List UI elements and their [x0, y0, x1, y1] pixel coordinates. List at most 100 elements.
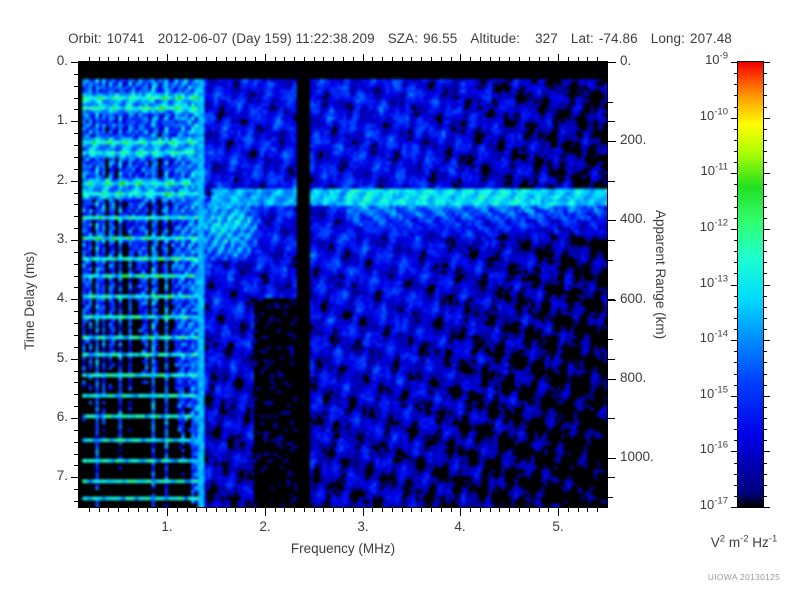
x-tick-minor — [519, 507, 520, 512]
colorbar — [737, 61, 764, 508]
colorbar-tick-minor — [734, 318, 738, 319]
colorbar-tick-minor — [734, 162, 738, 163]
colorbar-tick-minor — [734, 374, 738, 375]
x-tick-minor-top — [245, 57, 246, 62]
x-tick-minor-top — [353, 57, 354, 62]
colorbar-tick-minor — [763, 407, 767, 408]
sza-value: 96.55 — [423, 31, 458, 46]
x-tick-minor — [411, 507, 412, 512]
colorbar-tick-minor — [734, 440, 738, 441]
colorbar-tick-major — [763, 285, 770, 286]
y-tick-major-inner-right — [607, 240, 615, 241]
x-tick-major — [460, 507, 461, 516]
y2-axis-tick-label: 1000. — [620, 449, 654, 464]
long-value: 207.48 — [690, 31, 732, 46]
x-tick-minor-top — [411, 57, 412, 62]
y2-tick-minor — [607, 260, 613, 261]
y-tick-major — [71, 359, 79, 360]
x-tick-minor-top — [529, 57, 530, 62]
y-axis-tick-label: 2. — [56, 172, 68, 187]
x-tick-minor — [499, 507, 500, 512]
y-tick-minor — [74, 311, 79, 312]
x-tick-minor — [147, 507, 148, 512]
y-tick-minor — [74, 382, 79, 383]
x-tick-minor-top — [539, 57, 540, 62]
altitude-value: 327 — [535, 31, 558, 46]
colorbar-tick-label: 10-11 — [700, 161, 729, 178]
x-tick-minor — [343, 507, 344, 512]
colorbar-tick-label: 10-10 — [699, 106, 728, 123]
x-tick-minor-top — [402, 57, 403, 62]
x-tick-minor-top — [568, 57, 569, 62]
x-tick-major-top — [558, 54, 559, 62]
x-tick-minor — [275, 507, 276, 512]
colorbar-tick-major — [763, 173, 770, 174]
x-tick-minor-top — [499, 57, 500, 62]
x-axis-tick-label: 4. — [454, 519, 466, 534]
x-tick-minor — [392, 507, 393, 512]
colorbar-tick-minor — [734, 418, 738, 419]
x-tick-minor — [206, 507, 207, 512]
y2-axis-title: Apparent Range (km) — [653, 210, 668, 340]
x-tick-minor — [138, 507, 139, 512]
colorbar-tick-minor — [763, 240, 767, 241]
x-tick-minor — [255, 507, 256, 512]
colorbar-tick-minor — [763, 474, 767, 475]
y-tick-minor — [74, 276, 79, 277]
y-tick-major — [71, 477, 79, 478]
y-tick-minor — [74, 74, 79, 75]
colorbar-tick-minor — [763, 273, 767, 274]
x-tick-minor-top — [421, 57, 422, 62]
colorbar-tick-minor — [734, 307, 738, 308]
colorbar-tick-minor — [734, 385, 738, 386]
y2-axis-tick-label: 200. — [620, 132, 647, 147]
colorbar-tick-minor — [763, 374, 767, 375]
x-tick-minor-top — [187, 57, 188, 62]
colorbar-tick-label: 10-17 — [699, 495, 728, 512]
y-tick-minor — [74, 347, 79, 348]
x-tick-minor-top — [226, 57, 227, 62]
x-tick-minor — [196, 507, 197, 512]
colorbar-tick-minor — [763, 429, 767, 430]
y2-tick-minor — [607, 497, 613, 498]
colorbar-tick-major — [731, 451, 738, 452]
y-tick-minor — [74, 252, 79, 253]
x-tick-minor-top — [99, 57, 100, 62]
x-tick-major-top — [265, 54, 266, 62]
y2-axis-tick-label: 800. — [620, 370, 647, 385]
y2-axis-tick-label: 400. — [620, 211, 647, 226]
y-tick-major — [71, 299, 79, 300]
y2-tick-minor — [607, 339, 613, 340]
colorbar-tick-major — [731, 173, 738, 174]
colorbar-tick-minor — [763, 440, 767, 441]
x-tick-minor-top — [480, 57, 481, 62]
x-tick-minor — [245, 507, 246, 512]
colorbar-gradient — [738, 62, 763, 507]
y2-tick-minor — [607, 102, 613, 103]
x-tick-minor — [284, 507, 285, 512]
y-tick-minor — [74, 98, 79, 99]
colorbar-tick-label: 10-12 — [699, 217, 728, 234]
colorbar-tick-minor — [763, 318, 767, 319]
y2-tick-major — [607, 62, 616, 63]
x-tick-minor — [216, 507, 217, 512]
y-tick-minor — [74, 287, 79, 288]
x-tick-minor-top — [548, 57, 549, 62]
colorbar-tick-minor — [763, 362, 767, 363]
colorbar-tick-minor — [734, 296, 738, 297]
x-tick-minor-top — [108, 57, 109, 62]
colorbar-tick-minor — [763, 351, 767, 352]
x-tick-minor — [480, 507, 481, 512]
x-tick-major-top — [460, 54, 461, 62]
x-tick-minor — [128, 507, 129, 512]
colorbar-tick-minor — [734, 73, 738, 74]
x-tick-minor — [421, 507, 422, 512]
colorbar-tick-minor — [763, 385, 767, 386]
colorbar-tick-minor — [734, 474, 738, 475]
x-tick-minor — [187, 507, 188, 512]
x-tick-minor — [177, 507, 178, 512]
x-tick-minor — [118, 507, 119, 512]
x-tick-minor-top — [89, 57, 90, 62]
colorbar-tick-minor — [763, 207, 767, 208]
colorbar-tick-major — [731, 285, 738, 286]
